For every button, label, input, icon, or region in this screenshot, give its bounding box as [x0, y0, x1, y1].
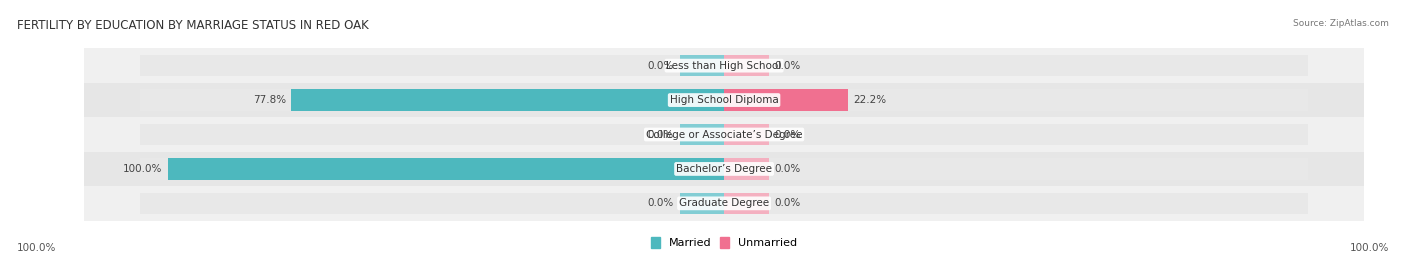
Text: Bachelor’s Degree: Bachelor’s Degree — [676, 164, 772, 174]
Bar — [724, 124, 769, 145]
Bar — [679, 55, 724, 76]
Bar — [724, 89, 848, 111]
Text: Graduate Degree: Graduate Degree — [679, 198, 769, 208]
Text: 0.0%: 0.0% — [775, 61, 800, 71]
Bar — [141, 193, 1308, 214]
Bar — [679, 193, 724, 214]
Text: 0.0%: 0.0% — [648, 129, 673, 140]
Text: College or Associate’s Degree: College or Associate’s Degree — [645, 129, 803, 140]
Text: 0.0%: 0.0% — [648, 61, 673, 71]
Bar — [84, 117, 1364, 152]
Text: 0.0%: 0.0% — [775, 164, 800, 174]
Legend: Married, Unmarried: Married, Unmarried — [647, 233, 801, 253]
Bar — [141, 124, 1308, 145]
Text: 100.0%: 100.0% — [17, 243, 56, 253]
Bar — [167, 158, 724, 180]
Bar — [84, 152, 1364, 186]
Bar — [141, 158, 1308, 180]
Bar — [84, 83, 1364, 117]
Text: 100.0%: 100.0% — [1350, 243, 1389, 253]
Bar — [679, 124, 724, 145]
Bar — [724, 55, 769, 76]
Bar — [724, 193, 769, 214]
Bar — [84, 48, 1364, 83]
Text: Less than High School: Less than High School — [666, 61, 782, 71]
Text: 0.0%: 0.0% — [775, 129, 800, 140]
Bar — [291, 89, 724, 111]
Bar — [141, 55, 1308, 76]
Text: 100.0%: 100.0% — [122, 164, 162, 174]
Text: High School Diploma: High School Diploma — [669, 95, 779, 105]
Text: 22.2%: 22.2% — [853, 95, 886, 105]
Bar — [141, 89, 1308, 111]
Bar — [724, 158, 769, 180]
Bar — [84, 186, 1364, 221]
Text: 0.0%: 0.0% — [648, 198, 673, 208]
Text: 0.0%: 0.0% — [775, 198, 800, 208]
Text: FERTILITY BY EDUCATION BY MARRIAGE STATUS IN RED OAK: FERTILITY BY EDUCATION BY MARRIAGE STATU… — [17, 19, 368, 32]
Text: Source: ZipAtlas.com: Source: ZipAtlas.com — [1294, 19, 1389, 28]
Text: 77.8%: 77.8% — [253, 95, 285, 105]
